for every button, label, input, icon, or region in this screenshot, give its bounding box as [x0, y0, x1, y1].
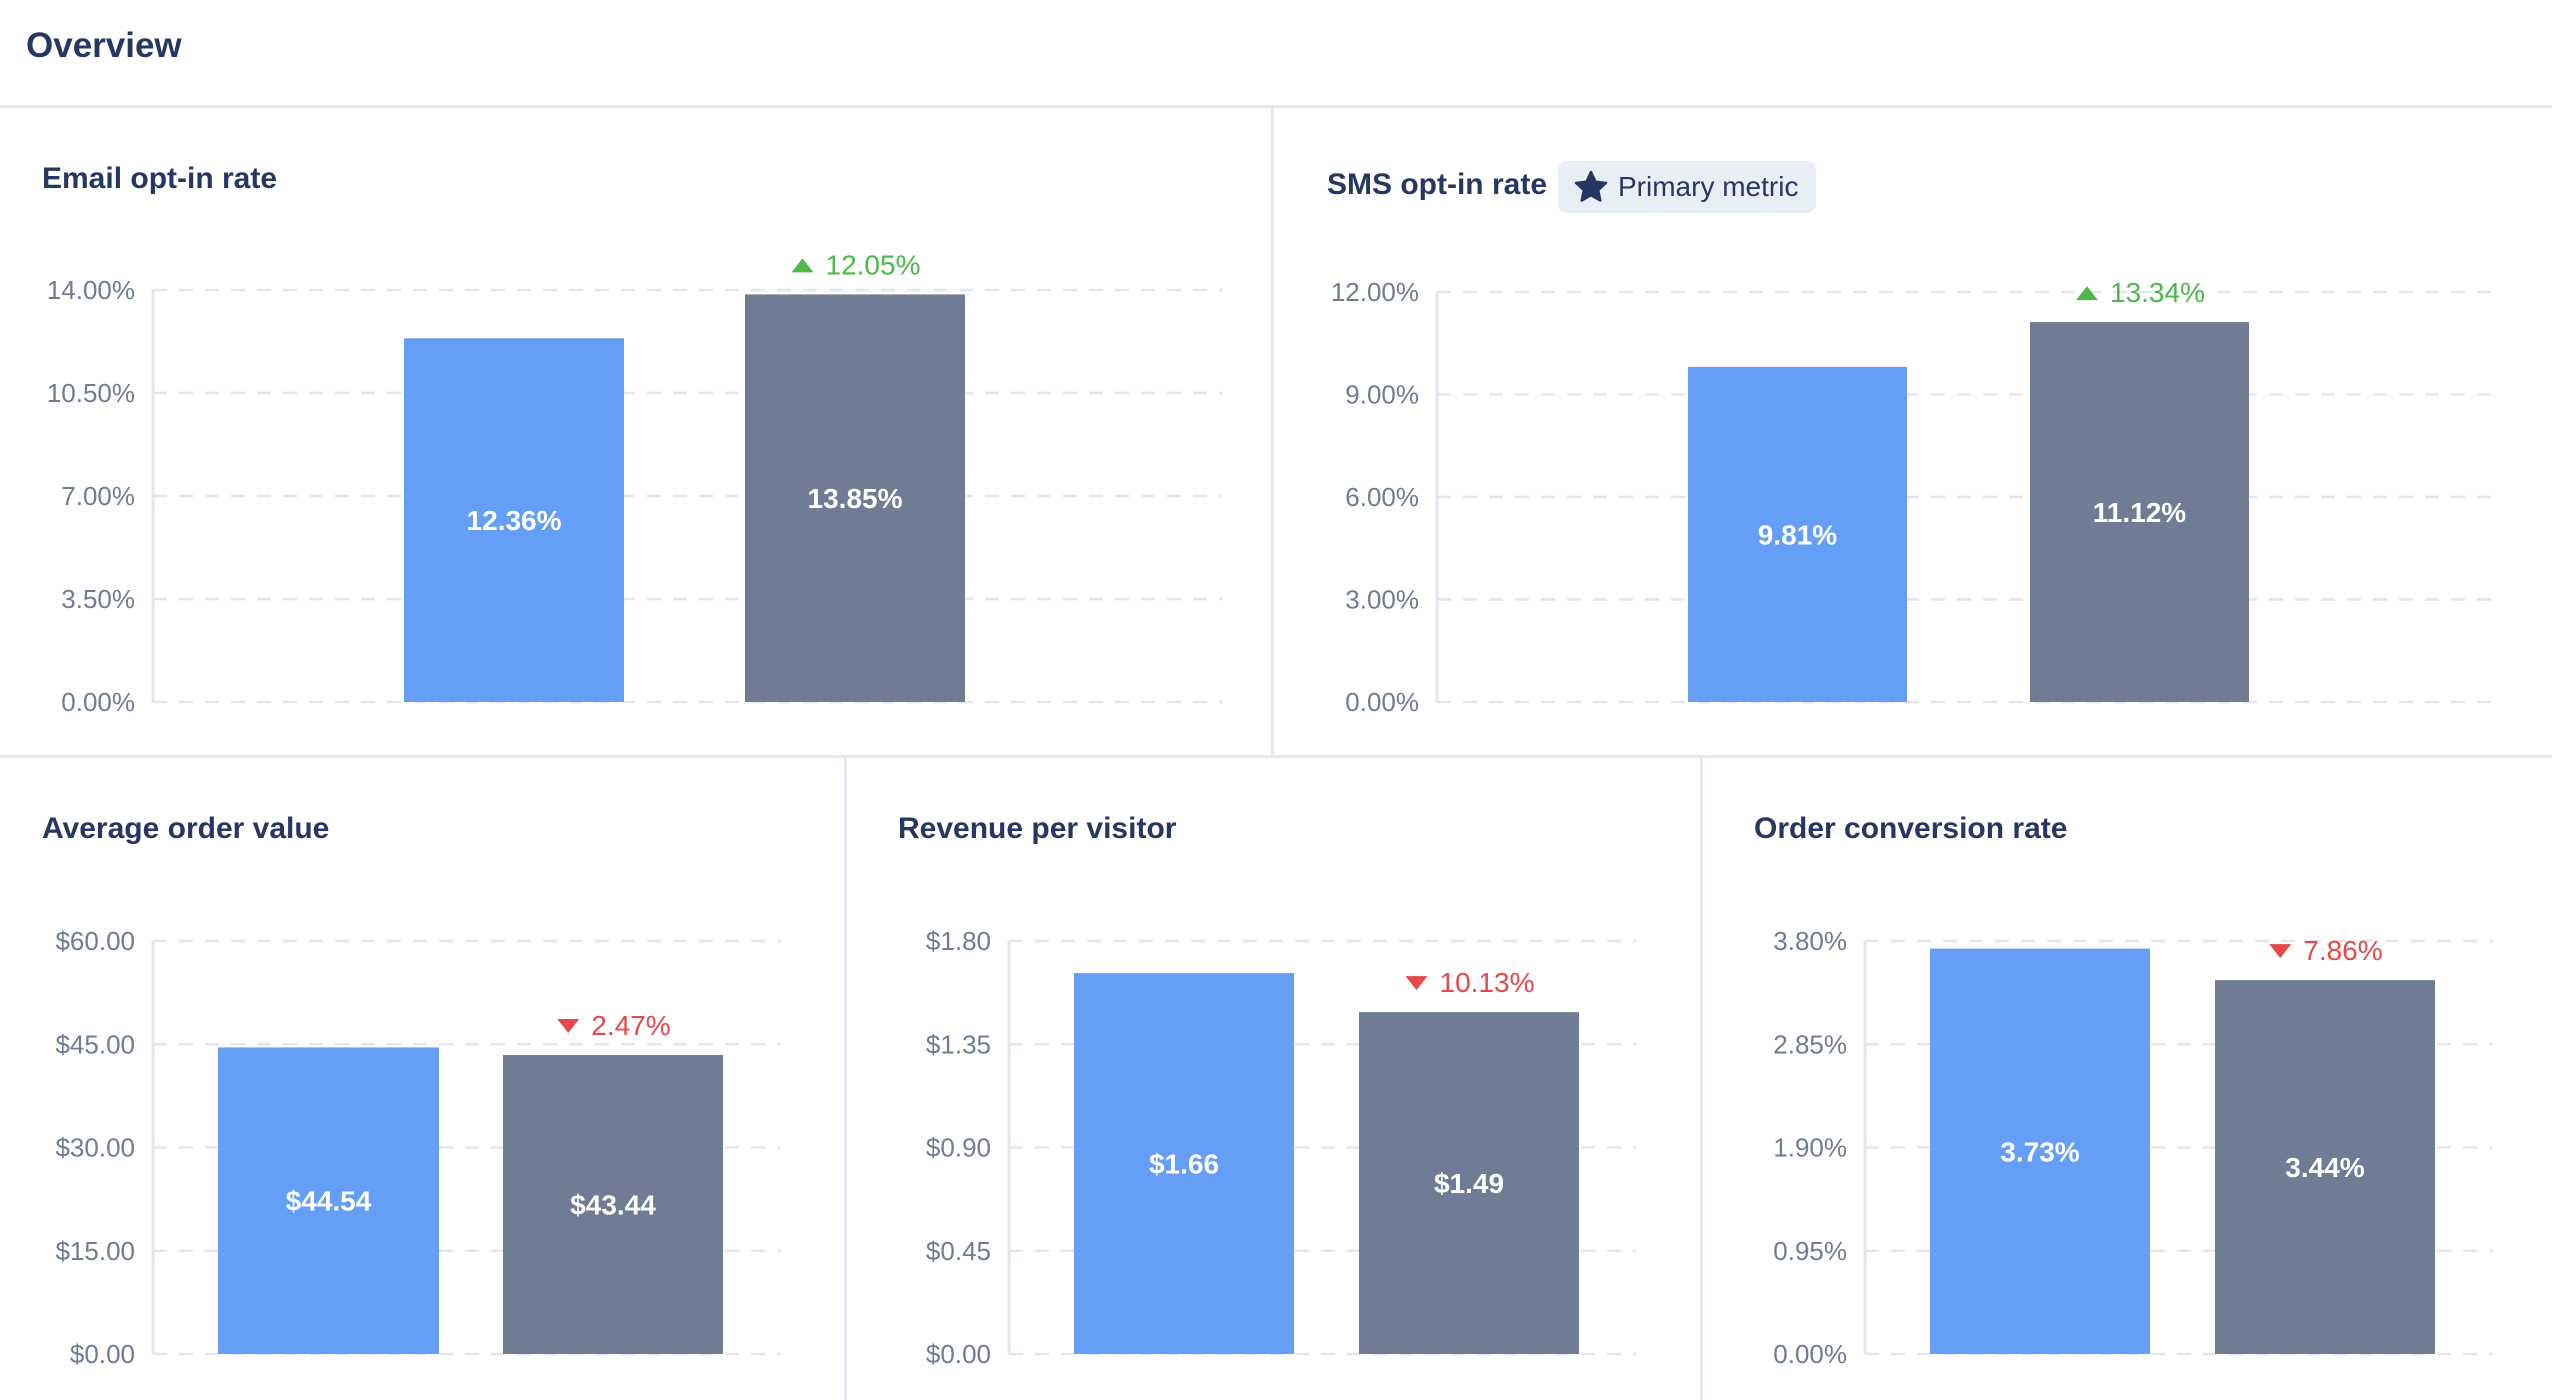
bar-value-label: 3.44% [2285, 1152, 2364, 1183]
bar-value-label: 9.81% [1758, 519, 1837, 550]
bar-value-label: $44.54 [286, 1186, 372, 1217]
change-label: 2.47% [591, 1010, 670, 1041]
bar-variant [2030, 322, 2249, 702]
change-label: 10.13% [1440, 967, 1535, 998]
change-label: 7.86% [2303, 935, 2382, 966]
bar-control [1930, 948, 2150, 1354]
y-tick-label: $45.00 [55, 1029, 135, 1059]
page-title: Overview [26, 26, 182, 65]
star-icon [1574, 170, 1608, 202]
y-tick-label: $60.00 [55, 926, 135, 956]
y-tick-label: 0.00% [1773, 1339, 1847, 1369]
y-tick-label: 0.00% [1345, 687, 1419, 717]
y-tick-label: $0.45 [926, 1236, 991, 1266]
y-tick-label: 2.85% [1773, 1029, 1847, 1059]
bar-value-label: 13.85% [808, 483, 903, 514]
chart-title-average-order-value: Average order value [42, 812, 330, 845]
triangle-down-icon [2269, 944, 2292, 959]
bar-variant [503, 1054, 723, 1354]
bar-variant [1359, 1012, 1579, 1354]
y-tick-label: 14.00% [47, 275, 135, 305]
chart-title-revenue-per-visitor: Revenue per visitor [898, 812, 1177, 845]
triangle-up-icon [2076, 286, 2098, 301]
y-tick-label: 12.00% [1331, 277, 1419, 307]
triangle-down-icon [557, 1018, 580, 1033]
page-header: Overview [0, 0, 2552, 108]
bar-value-label: $1.49 [1434, 1168, 1504, 1199]
y-tick-label: $0.90 [926, 1133, 991, 1163]
y-tick-label: 3.00% [1345, 585, 1419, 615]
change-label: 12.05% [826, 249, 921, 280]
divider [1271, 106, 1274, 756]
bar-value-label: 12.36% [467, 505, 562, 536]
divider [0, 755, 2552, 758]
primary-metric-badge: Primary metric [1558, 161, 1817, 213]
y-tick-label: $15.00 [55, 1236, 135, 1266]
bar-value-label: $1.66 [1149, 1149, 1219, 1180]
y-tick-label: $0.00 [926, 1339, 991, 1369]
y-tick-label: $30.00 [55, 1133, 135, 1163]
divider [1700, 756, 1703, 1400]
bar-chart-0: 0.00% 3.50% 7.00% 10.50% 14.00% 12.36% 13.85% 1… [47, 249, 1222, 717]
triangle-up-icon [791, 258, 814, 273]
bar-control [1688, 366, 1907, 702]
y-tick-label: 0.00% [61, 687, 135, 717]
change-label: 13.34% [2110, 277, 2205, 308]
bar-chart-2: $0.00 $15.00 $30.00 $45.00 $60.00 $44.54 $43.4… [55, 926, 781, 1369]
y-tick-label: $1.80 [926, 926, 991, 956]
bar-control [218, 1047, 439, 1354]
badge-label: Primary metric [1618, 171, 1799, 202]
y-tick-label: 10.50% [47, 378, 135, 408]
y-tick-label: 3.80% [1773, 926, 1847, 956]
bar-chart-4: 0.00% 0.95% 1.90% 2.85% 3.80% 3.73% 3.44% 7.86% [1773, 926, 2493, 1369]
bar-control [404, 338, 624, 702]
bar-chart-3: $0.00 $0.45 $0.90 $1.35 $1.80 $1.66 $1.49 10.13… [926, 926, 1636, 1369]
y-tick-label: 6.00% [1345, 482, 1419, 512]
y-tick-label: 1.90% [1773, 1133, 1847, 1163]
y-tick-label: 0.95% [1773, 1236, 1847, 1266]
bar-variant [2215, 980, 2435, 1354]
bar-chart-1: 0.00% 3.00% 6.00% 9.00% 12.00% 9.81% 11.12% 13.… [1331, 277, 2500, 717]
bar-variant [745, 294, 965, 702]
triangle-down-icon [1405, 976, 1428, 991]
y-tick-label: 9.00% [1345, 380, 1419, 410]
chart-title-email-opt-in: Email opt-in rate [42, 162, 278, 195]
y-tick-label: 7.00% [61, 481, 135, 511]
bar-control [1074, 973, 1294, 1354]
bar-value-label: $43.44 [570, 1189, 656, 1220]
chart-title-sms-opt-in: SMS opt-in rate [1327, 168, 1548, 201]
bar-value-label: 3.73% [2000, 1136, 2079, 1167]
divider [844, 756, 847, 1400]
chart-title-order-conversion-rate: Order conversion rate [1754, 812, 2068, 845]
bar-value-label: 11.12% [2093, 497, 2187, 528]
y-tick-label: $1.35 [926, 1029, 991, 1059]
y-tick-label: $0.00 [70, 1339, 135, 1369]
y-tick-label: 3.50% [61, 584, 135, 614]
